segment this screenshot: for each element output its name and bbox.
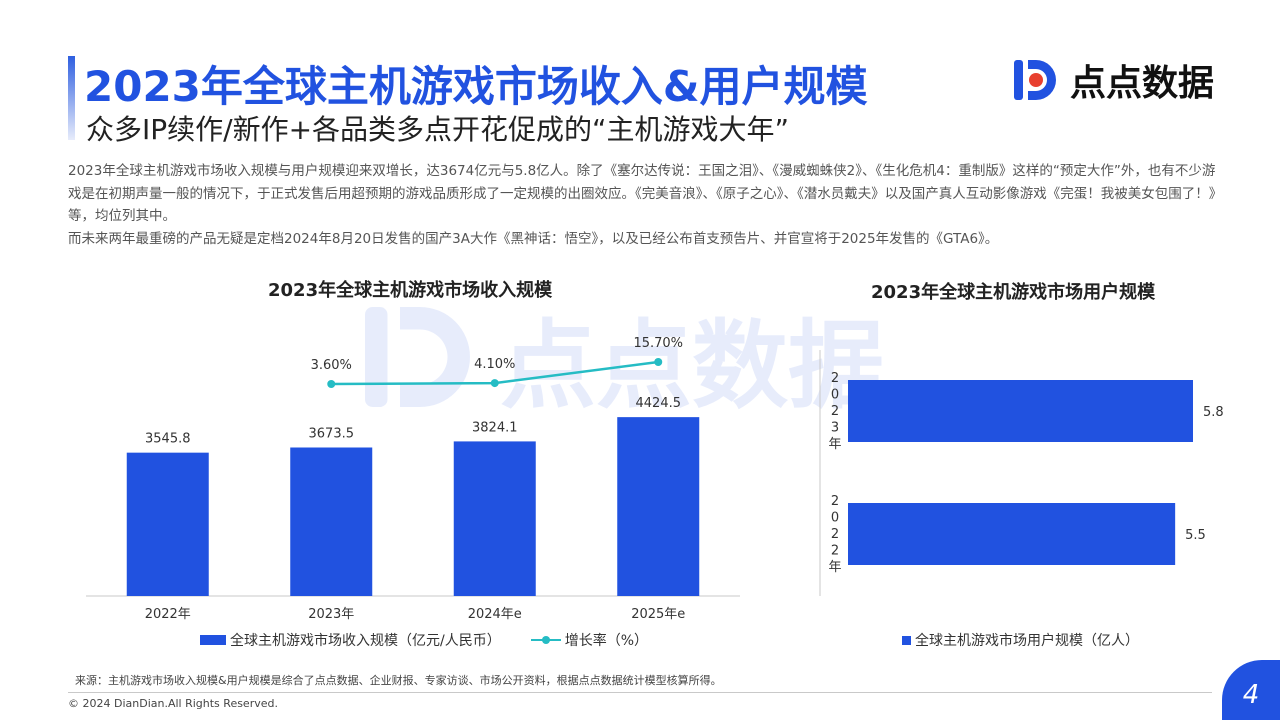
revenue-x-tick-3: 2025年e — [631, 607, 685, 622]
revenue-bar-label-0: 3545.8 — [145, 432, 191, 447]
description-paragraph-1: 2023年全球主机游戏市场收入规模与用户规模迎来双增长，达3674亿元与5.8亿… — [68, 163, 1216, 224]
legend-growth-label: 增长率（%） — [564, 633, 649, 649]
growth-point-2 — [654, 358, 663, 366]
users-chart-title: 2023年全球主机游戏市场用户规模 — [871, 282, 1156, 303]
revenue-x-tick-0: 2022年 — [145, 607, 191, 622]
users-bar-label-0: 5.8 — [1203, 405, 1224, 420]
growth-label-2: 15.70% — [633, 336, 683, 351]
legend-revenue-label: 全球主机游戏市场收入规模（亿元/人民币） — [230, 633, 501, 649]
revenue-bar-label-2: 3824.1 — [472, 420, 518, 435]
revenue-chart-legend: 全球主机游戏市场收入规模（亿元/人民币） 增长率（%） — [200, 630, 648, 650]
users-bar-0 — [848, 380, 1193, 442]
brand-logo: 点点数据 — [1012, 54, 1214, 106]
description-text: 2023年全球主机游戏市场收入规模与用户规模迎来双增长，达3674亿元与5.8亿… — [68, 160, 1218, 250]
revenue-bar-3 — [617, 417, 700, 596]
users-chart-legend: 全球主机游戏市场用户规模（亿人） — [902, 630, 1139, 650]
legend-line-swatch — [530, 635, 561, 645]
revenue-bar-label-3: 4424.5 — [636, 396, 682, 411]
users-bar-1 — [848, 503, 1176, 565]
growth-point-1 — [490, 379, 499, 388]
page-title: 2023年全球主机游戏市场收入&用户规模 — [84, 62, 868, 111]
revenue-x-tick-1: 2023年 — [308, 607, 354, 622]
growth-label-1: 4.10% — [474, 357, 515, 372]
legend-users-label: 全球主机游戏市场用户规模（亿人） — [915, 633, 1139, 649]
title-accent-bar — [68, 56, 75, 140]
revenue-bar-1 — [290, 447, 373, 596]
page-subtitle: 众多IP续作/新作+各品类多点开花促成的“主机游戏大年” — [86, 113, 790, 146]
source-note: 来源：主机游戏市场收入规模&用户规模是综合了点点数据、企业财报、专家访谈、市场公… — [75, 674, 722, 687]
diandian-logo-icon — [1012, 56, 1060, 104]
growth-point-0 — [327, 380, 336, 388]
revenue-bar-label-1: 3673.5 — [309, 426, 355, 441]
revenue-bar-0 — [126, 452, 209, 596]
copyright: © 2024 DianDian.All Rights Reserved. — [68, 697, 278, 710]
legend-users-swatch — [902, 635, 911, 645]
brand-name: 点点数据 — [1070, 63, 1215, 104]
footer-divider — [68, 692, 1212, 693]
users-bar-label-1: 5.5 — [1185, 528, 1206, 543]
description-paragraph-2: 而未来两年最重磅的产品无疑是定档2024年8月20日发售的国产3A大作《黑神话：… — [68, 230, 999, 247]
revenue-chart-title: 2023年全球主机游戏市场收入规模 — [268, 280, 553, 301]
growth-label-0: 3.60% — [311, 358, 352, 373]
legend-bar-swatch — [200, 635, 226, 645]
revenue-x-tick-2: 2024年e — [468, 607, 522, 622]
revenue-bar-2 — [453, 441, 536, 596]
